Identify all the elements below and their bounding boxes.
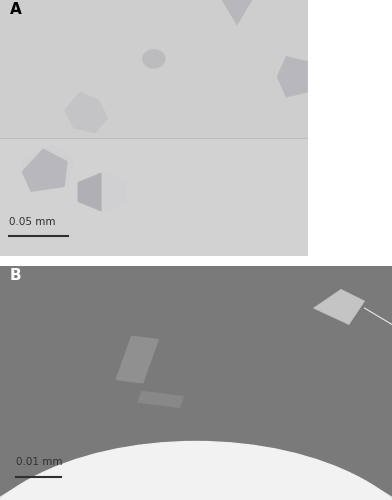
Polygon shape — [78, 172, 102, 212]
Polygon shape — [65, 92, 108, 133]
Text: 0.05 mm: 0.05 mm — [9, 216, 56, 226]
Polygon shape — [221, 0, 252, 26]
Ellipse shape — [0, 442, 392, 500]
Text: B: B — [10, 268, 22, 283]
Polygon shape — [22, 146, 74, 192]
Polygon shape — [277, 56, 308, 98]
Polygon shape — [138, 391, 184, 408]
Polygon shape — [116, 336, 158, 383]
Polygon shape — [78, 172, 125, 212]
Text: A: A — [10, 2, 22, 18]
Circle shape — [142, 49, 165, 68]
Polygon shape — [314, 290, 365, 324]
Text: 0.01 mm: 0.01 mm — [16, 457, 62, 467]
Ellipse shape — [0, 448, 392, 500]
Bar — [0, 0, 308, 138]
Polygon shape — [22, 148, 68, 192]
Bar — [0, 138, 308, 256]
